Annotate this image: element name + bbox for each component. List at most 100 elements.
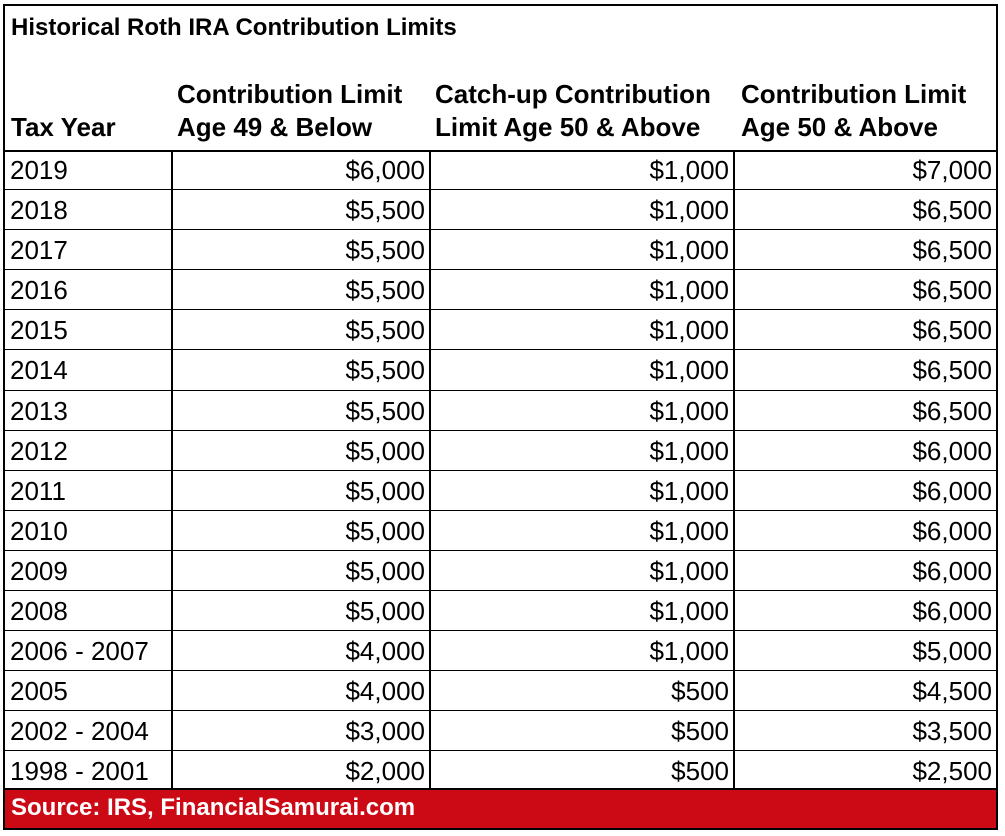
table-body: 2019 $6,000 $1,000 $7,000 2018 $5,500 $1,000 $6… [5,150,996,792]
table-row: 2015 $5,500 $1,000 $6,500 [5,310,996,351]
cell-limit-49-below: $5,000 [345,475,425,506]
table-row: 2012 $5,000 $1,000 $6,000 [5,431,996,471]
table-row: 2016 $5,500 $1,000 $6,500 [5,270,996,311]
cell-limit-49-below: $5,500 [345,235,425,266]
cell-tax-year: 2012 [10,435,68,466]
cell-limit-50-above: $2,500 [912,756,992,787]
cell-limit-50-above: $6,000 [912,515,992,546]
header-catchup-line2: Limit Age 50 & Above [435,112,701,142]
cell-limit-49-below: $5,500 [345,195,425,226]
contribution-limits-table: Historical Roth IRA Contribution Limits … [3,4,998,830]
cell-limit-50-above: $6,500 [912,395,992,426]
cell-limit-49-below: $5,000 [345,555,425,586]
header-tax-year: Tax Year [11,111,116,144]
table-row: 2010 $5,000 $1,000 $6,000 [5,511,996,551]
cell-limit-49-below: $5,500 [345,395,425,426]
table-title-row: Historical Roth IRA Contribution Limits [5,6,996,48]
cell-limit-50-above: $6,500 [912,315,992,346]
header-limit-49-line1: Contribution Limit [177,79,403,109]
header-tax-year-line1: Tax Year [11,112,116,142]
cell-catch-up: $500 [671,676,729,707]
table-row: 2014 $5,500 $1,000 $6,500 [5,350,996,391]
cell-catch-up: $1,000 [649,395,729,426]
cell-tax-year: 2019 [10,155,68,185]
table-row: 2017 $5,500 $1,000 $6,500 [5,230,996,271]
table-row: 2006 - 2007 $4,000 $1,000 $5,000 [5,631,996,672]
cell-limit-49-below: $3,000 [345,716,425,747]
cell-catch-up: $1,000 [649,315,729,346]
header-limit-age-50-above: Contribution Limit Age 50 & Above [741,78,966,144]
cell-limit-50-above: $6,500 [912,195,992,226]
cell-catch-up: $1,000 [649,555,729,586]
cell-tax-year: 2002 - 2004 [10,716,149,747]
cell-limit-49-below: $5,500 [345,315,425,346]
cell-limit-49-below: $4,000 [345,636,425,667]
table-title: Historical Roth IRA Contribution Limits [11,14,457,41]
cell-tax-year: 2005 [10,676,68,707]
cell-limit-50-above: $6,500 [912,355,992,386]
cell-catch-up: $1,000 [649,515,729,546]
cell-limit-50-above: $7,000 [912,155,992,185]
cell-catch-up: $500 [671,756,729,787]
cell-catch-up: $500 [671,716,729,747]
cell-limit-49-below: $5,500 [345,355,425,386]
header-limit-50-line1: Contribution Limit [741,79,967,109]
column-divider [733,150,735,792]
cell-limit-49-below: $4,000 [345,676,425,707]
header-limit-age-49-below: Contribution Limit Age 49 & Below [177,78,402,144]
source-footer: Source: IRS, FinancialSamurai.com [5,788,996,828]
cell-limit-50-above: $6,000 [912,555,992,586]
cell-tax-year: 2013 [10,395,68,426]
table-row: 2009 $5,000 $1,000 $6,000 [5,551,996,592]
table-row: 2018 $5,500 $1,000 $6,500 [5,190,996,231]
table-row: 1998 - 2001 $2,000 $500 $2,500 [5,751,996,791]
table-row: 2002 - 2004 $3,000 $500 $3,500 [5,711,996,752]
cell-tax-year: 2010 [10,515,68,546]
cell-limit-49-below: $6,000 [345,155,425,185]
table-row: 2008 $5,000 $1,000 $6,000 [5,591,996,632]
cell-limit-50-above: $5,000 [912,636,992,667]
cell-limit-50-above: $6,000 [912,475,992,506]
cell-limit-50-above: $3,500 [912,716,992,747]
cell-tax-year: 2011 [10,475,66,506]
table-row: 2011 $5,000 $1,000 $6,000 [5,471,996,511]
cell-tax-year: 1998 - 2001 [10,756,149,787]
cell-catch-up: $1,000 [649,195,729,226]
column-divider [429,150,431,792]
cell-tax-year: 2014 [10,355,68,386]
cell-catch-up: $1,000 [649,596,729,627]
column-divider [171,150,173,792]
cell-tax-year: 2006 - 2007 [10,636,149,667]
header-limit-49-line2: Age 49 & Below [177,112,373,142]
cell-limit-49-below: $5,000 [345,435,425,466]
cell-tax-year: 2018 [10,195,68,226]
header-catchup-line1: Catch-up Contribution [435,79,711,109]
cell-tax-year: 2015 [10,315,68,346]
cell-limit-50-above: $6,500 [912,235,992,266]
cell-tax-year: 2017 [10,235,68,266]
cell-tax-year: 2016 [10,275,68,306]
cell-limit-50-above: $6,500 [912,275,992,306]
cell-limit-49-below: $5,000 [345,515,425,546]
cell-limit-50-above: $6,000 [912,435,992,466]
table-row: 2013 $5,500 $1,000 $6,500 [5,391,996,431]
cell-catch-up: $1,000 [649,636,729,667]
cell-catch-up: $1,000 [649,275,729,306]
cell-catch-up: $1,000 [649,355,729,386]
cell-limit-49-below: $5,000 [345,596,425,627]
header-catch-up-limit: Catch-up Contribution Limit Age 50 & Abo… [435,78,711,144]
cell-catch-up: $1,000 [649,475,729,506]
cell-limit-50-above: $6,000 [912,596,992,627]
cell-catch-up: $1,000 [649,235,729,266]
table-header: Tax Year Contribution Limit Age 49 & Bel… [5,48,996,152]
cell-tax-year: 2008 [10,596,68,627]
table-row: 2005 $4,000 $500 $4,500 [5,671,996,712]
cell-catch-up: $1,000 [649,155,729,185]
cell-limit-49-below: $5,500 [345,275,425,306]
source-text: Source: IRS, FinancialSamurai.com [11,794,416,821]
cell-tax-year: 2009 [10,555,68,586]
header-limit-50-line2: Age 50 & Above [741,112,938,142]
table-row: 2019 $6,000 $1,000 $7,000 [5,150,996,191]
cell-limit-50-above: $4,500 [912,676,992,707]
cell-limit-49-below: $2,000 [345,756,425,787]
